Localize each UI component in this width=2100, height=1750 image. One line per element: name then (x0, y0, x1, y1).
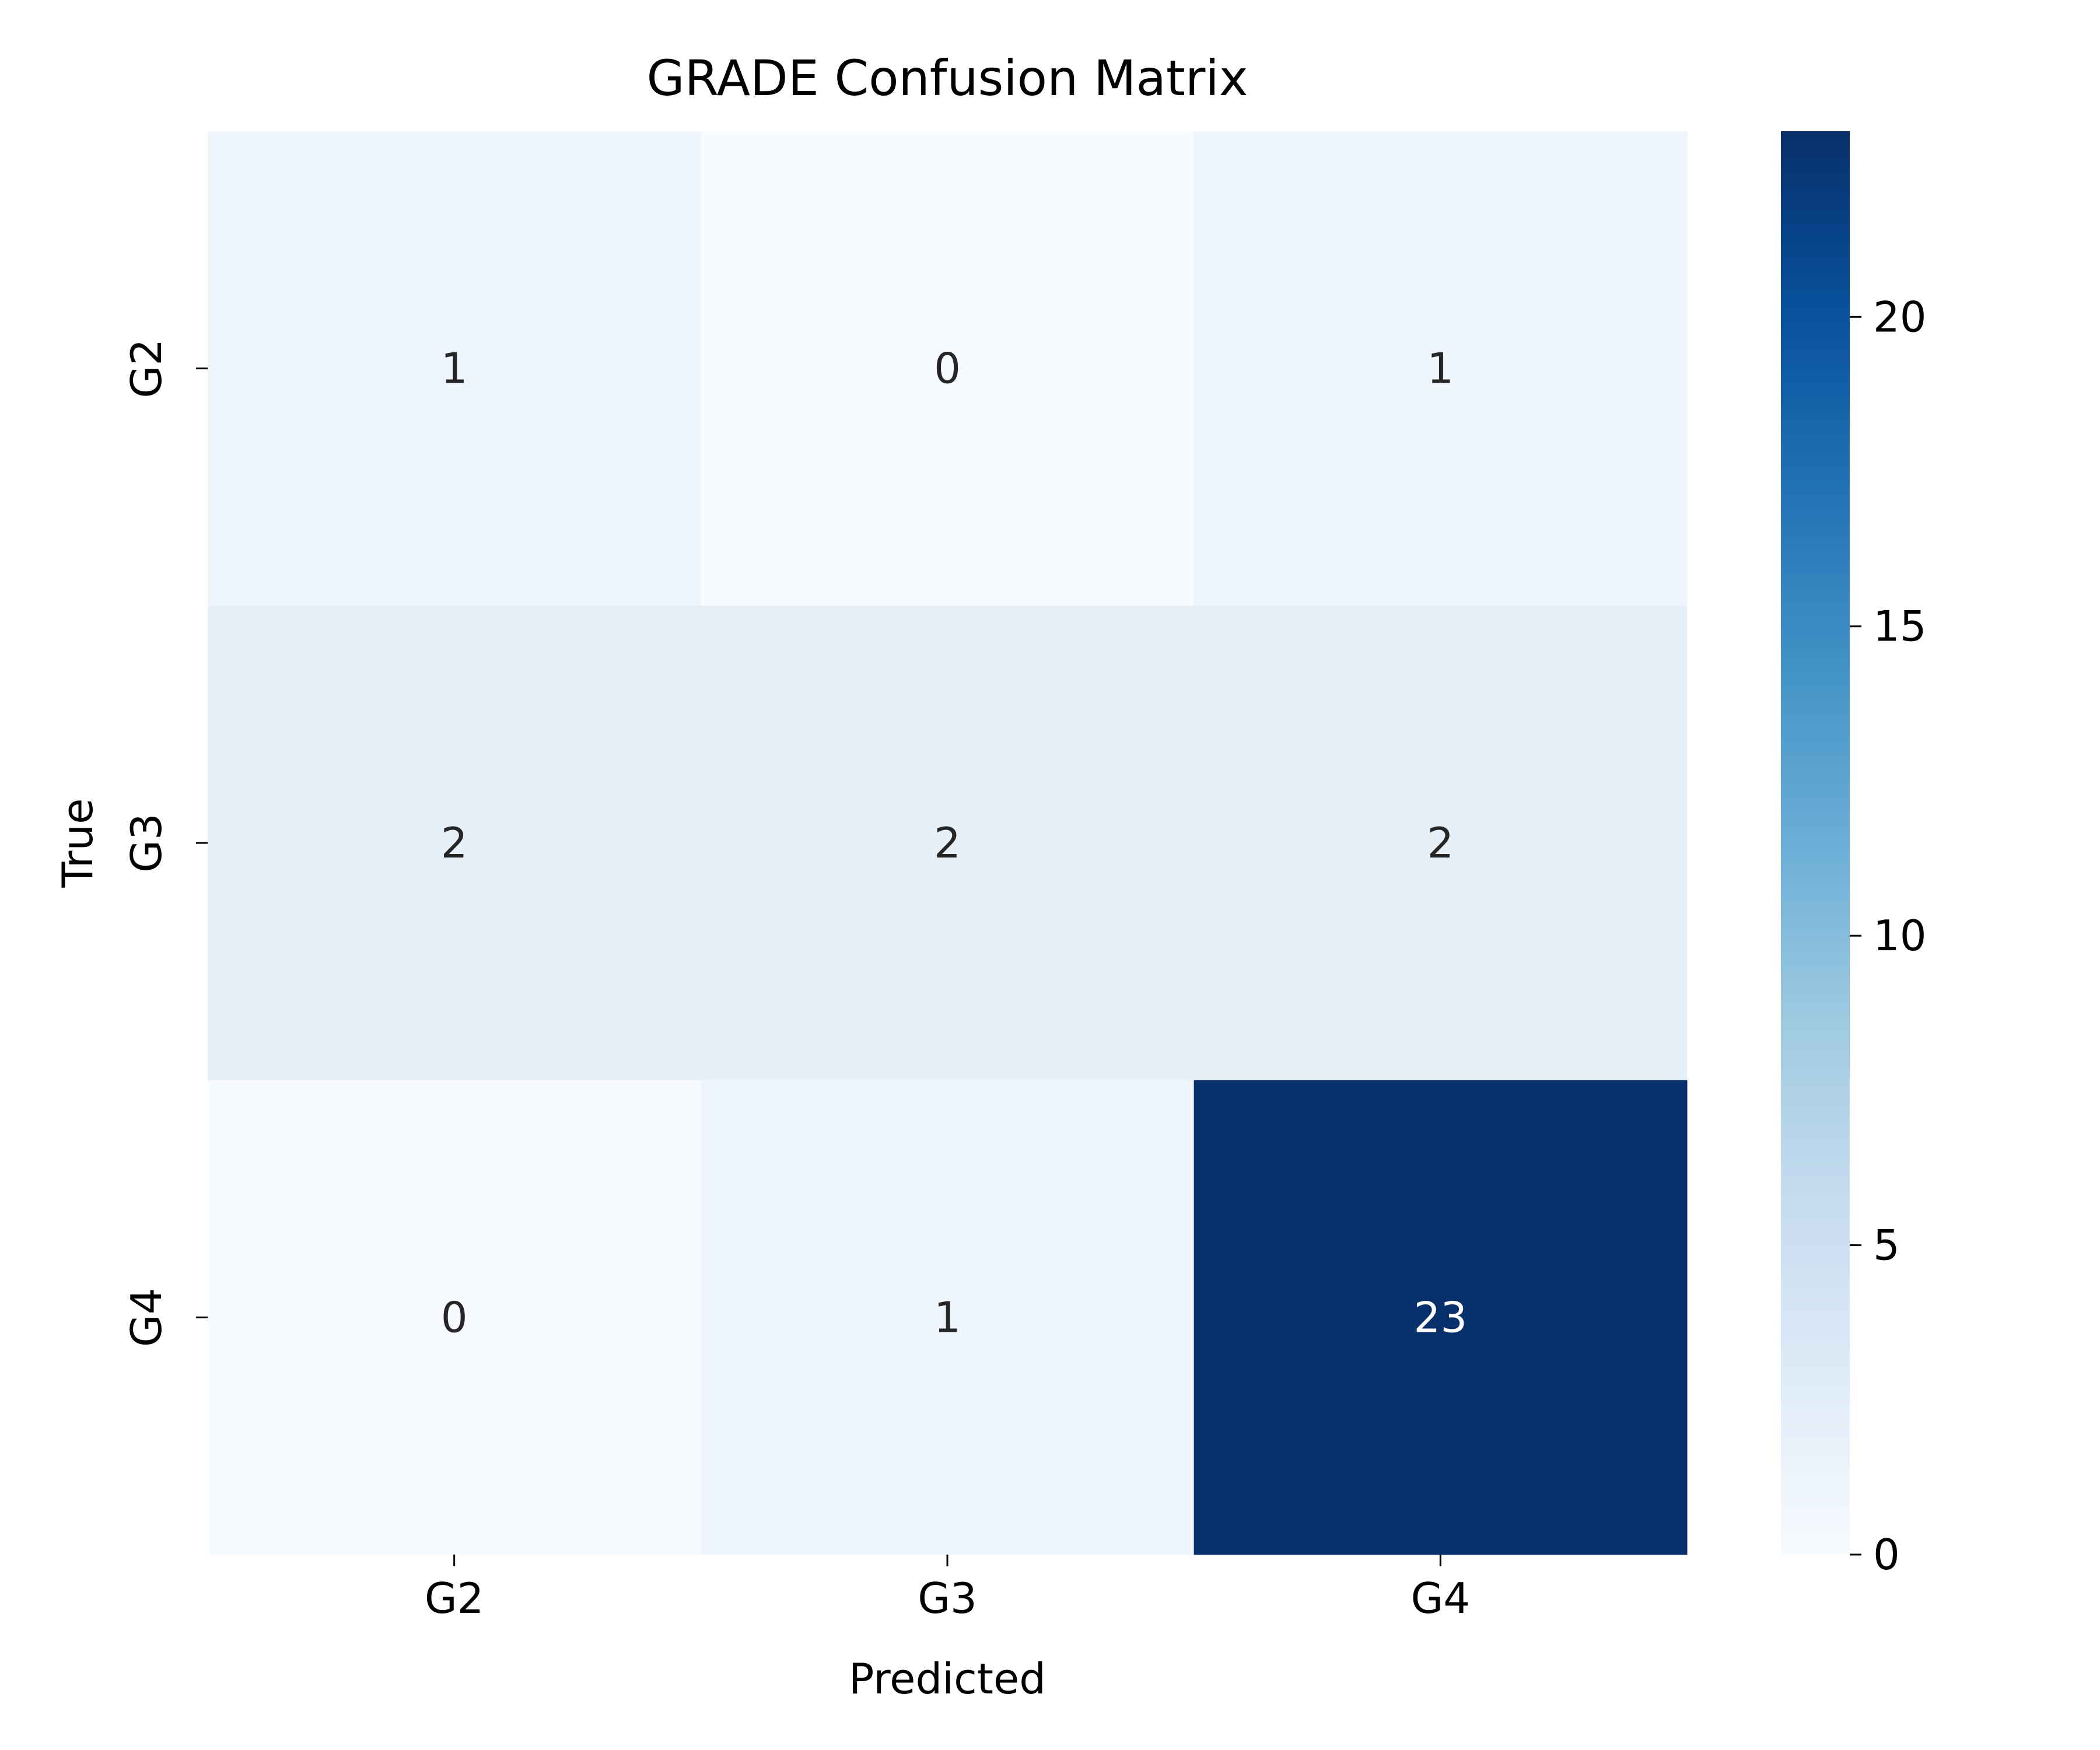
colorbar-tick-label: 10 (1873, 911, 1927, 960)
x-tick-label: G3 (918, 1574, 977, 1623)
y-tick-label: G3 (122, 813, 171, 873)
colorbar-gradient (1781, 131, 1850, 1555)
heatmap-cell (701, 131, 1195, 606)
cell-value-label: 2 (934, 818, 961, 867)
y-tick-label: G2 (122, 339, 171, 398)
heatmap-cell (208, 606, 701, 1081)
heatmap-cell (701, 606, 1195, 1081)
y-axis-label: True (53, 799, 102, 888)
y-tick-label: G4 (122, 1288, 171, 1348)
cell-value-label: 23 (1414, 1293, 1468, 1342)
x-tick-label: G2 (425, 1574, 484, 1623)
cell-value-label: 2 (1427, 818, 1454, 867)
cell-value-label: 2 (441, 818, 468, 867)
x-axis: G2 G3 G4 (425, 1555, 1470, 1623)
heatmap-cell (208, 131, 701, 606)
colorbar-tick-label: 15 (1873, 602, 1927, 651)
colorbar-tick-label: 5 (1873, 1221, 1900, 1270)
heatmap-cell-labels: 1 0 1 2 2 2 0 1 23 (441, 344, 1467, 1342)
heatmap-cell (701, 1080, 1195, 1555)
heatmap-cell (1194, 606, 1688, 1081)
heatmap-cell (1194, 1080, 1688, 1555)
heatmap-cell (208, 1080, 701, 1555)
y-axis: G2 G3 G4 (122, 339, 208, 1347)
cell-value-label: 1 (1427, 344, 1454, 393)
colorbar: 0 5 10 15 20 (1781, 131, 1927, 1579)
colorbar-tick-label: 0 (1873, 1530, 1900, 1579)
chart-title: GRADE Confusion Matrix (647, 50, 1248, 107)
cell-value-label: 0 (441, 1293, 468, 1342)
heatmap-cell (1194, 131, 1688, 606)
heatmap-cells (208, 131, 1688, 1555)
x-axis-label: Predicted (849, 1654, 1046, 1703)
cell-value-label: 1 (441, 344, 468, 393)
colorbar-tick-label: 20 (1873, 292, 1927, 341)
cell-value-label: 1 (934, 1293, 961, 1342)
x-tick-label: G4 (1411, 1574, 1471, 1623)
cell-value-label: 0 (934, 344, 961, 393)
